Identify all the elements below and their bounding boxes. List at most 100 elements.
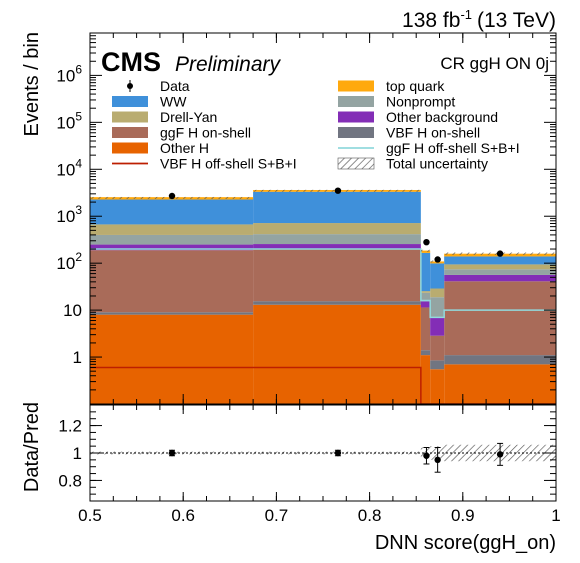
y-tick-label: 1	[73, 348, 82, 367]
legend-swatch-other-background	[338, 111, 374, 123]
bar-vbf-h-on-shell	[420, 350, 431, 356]
legend-label-data: Data	[160, 78, 190, 94]
legend-swatch-ww	[112, 96, 148, 107]
data-point	[423, 238, 430, 246]
line-ggf-h-off-shell-s-b-i	[90, 248, 556, 319]
ratio-point	[168, 449, 176, 457]
bar-other-background	[420, 301, 431, 308]
x-tick-label: 0.8	[358, 506, 382, 525]
ratio-point	[334, 449, 342, 457]
y-tick-label: 105	[56, 109, 82, 132]
bar-ww	[444, 256, 556, 265]
data-point	[434, 256, 441, 263]
x-tick-label: 0.5	[78, 506, 102, 525]
data-points	[168, 187, 504, 263]
legend-swatch-nonprompt	[338, 96, 374, 107]
legend-swatch-vbf-h-on-shell	[338, 127, 374, 138]
ratio-y-tick-label: 1	[73, 444, 82, 463]
y-tick-label: 103	[56, 203, 82, 226]
legend-swatch-total-uncertainty	[337, 157, 375, 170]
bar-vbf-h-on-shell	[430, 360, 445, 370]
y-tick-label: 104	[56, 156, 82, 179]
lumi-label: 138 fb-1 (13 TeV)	[402, 7, 556, 32]
cms-label: CMS	[101, 47, 161, 77]
bar-drell-yan	[430, 288, 445, 298]
preliminary-label: Preliminary	[175, 53, 282, 76]
bar-drell-yan	[90, 224, 254, 235]
bar-other-h	[420, 355, 431, 404]
region-label: CR ggH ON 0j	[440, 54, 549, 73]
legend-label-top-quark: top quark	[386, 78, 445, 94]
bar-other-h	[444, 364, 556, 404]
bar-other-background	[90, 244, 254, 251]
legend-label-total-uncertainty: Total uncertainty	[386, 156, 488, 172]
x-tick-label: 0.7	[265, 506, 289, 525]
main-plot: 1 10 102 103 104 105 106 CMS Preliminary CR gg…	[21, 32, 557, 405]
bar-ww	[253, 191, 421, 224]
y-axis-label: Events / bin	[21, 32, 43, 137]
legend-swatch-ggf-h-on-shell	[112, 127, 148, 138]
bar-ggf-h-on-shell	[90, 250, 254, 313]
x-tick-label: 0.6	[171, 506, 195, 525]
bar-other-h	[253, 304, 421, 404]
bar-nonprompt	[420, 292, 431, 302]
uncertainty-bin	[420, 249, 431, 252]
legend-label-drell-yan: Drell-Yan	[160, 109, 217, 125]
legend-swatch-other-h	[112, 142, 148, 154]
y-tick-label: 102	[56, 250, 82, 273]
ratio-point	[423, 452, 430, 459]
bar-ww	[430, 263, 445, 289]
data-point	[334, 187, 342, 194]
bar-nonprompt	[430, 297, 445, 318]
bar-ww	[420, 252, 431, 292]
ratio-frame	[89, 404, 557, 502]
y-tick-label: 106	[56, 62, 82, 85]
ratio-y-tick-label: 0.8	[58, 471, 82, 490]
bar-vbf-h-on-shell	[90, 312, 254, 315]
x-axis-label: DNN score(ggH_on)	[375, 532, 556, 554]
legend-label-ggf-h-on-shell: ggF H on-shell	[160, 125, 251, 141]
data-point	[168, 192, 176, 200]
bar-vbf-h-on-shell	[444, 355, 556, 365]
legend-label-vbf-h-on-shell: VBF H on-shell	[386, 125, 480, 141]
ratio-point	[496, 451, 504, 458]
stacked-histogram	[90, 190, 556, 404]
legend-label-vbf-h-off-shell-s-b-i: VBF H off-shell S+B+I	[160, 156, 297, 172]
bar-nonprompt	[90, 234, 254, 245]
main-frame	[89, 32, 557, 405]
bar-drell-yan	[253, 223, 421, 235]
bar-other-background	[253, 244, 421, 250]
legend-swatch-drell-yan	[112, 111, 148, 123]
x-tick-label: 1	[551, 506, 560, 525]
bar-ggf-h-on-shell	[253, 249, 421, 302]
bar-other-h	[430, 369, 445, 404]
legend-marker-data	[127, 83, 133, 89]
bar-ggf-h-on-shell	[444, 281, 556, 356]
ratio-plot: 0.5 0.6 0.7 0.8 0.9 1 0.8 1 1.2 Data/Pred DNN sc…	[21, 402, 561, 554]
legend-label-ggf-h-off-shell-s-b-i: ggF H off-shell S+B+I	[386, 140, 520, 156]
bar-other-background	[430, 317, 445, 336]
bar-nonprompt	[253, 234, 421, 245]
y-tick-label: 10	[63, 301, 82, 320]
legend-swatch-top-quark	[338, 80, 374, 92]
bar-nonprompt	[444, 269, 556, 275]
data-point	[496, 250, 504, 257]
bar-ww	[90, 199, 254, 225]
ratio-y-axis-label: Data/Pred	[21, 402, 43, 492]
bar-drell-yan	[444, 264, 556, 270]
x-tick-label: 0.9	[451, 506, 475, 525]
ratio-point	[434, 456, 441, 464]
bar-vbf-h-on-shell	[253, 301, 421, 305]
bar-other-background	[444, 274, 556, 282]
main-axis-ticks: 1 10 102 103 104 105 106	[56, 32, 557, 405]
ratio-axis-ticks: 0.5 0.6 0.7 0.8 0.9 1 0.8 1 1.2	[58, 405, 561, 525]
bar-ggf-h-on-shell	[430, 335, 445, 361]
legend-label-other-background: Other background	[386, 109, 498, 125]
ratio-y-tick-label: 1.2	[58, 417, 82, 436]
bar-other-h	[90, 314, 254, 404]
bar-drell-yan	[420, 291, 431, 293]
legend-label-nonprompt: Nonprompt	[386, 94, 455, 110]
legend-label-other-h: Other H	[160, 140, 209, 156]
